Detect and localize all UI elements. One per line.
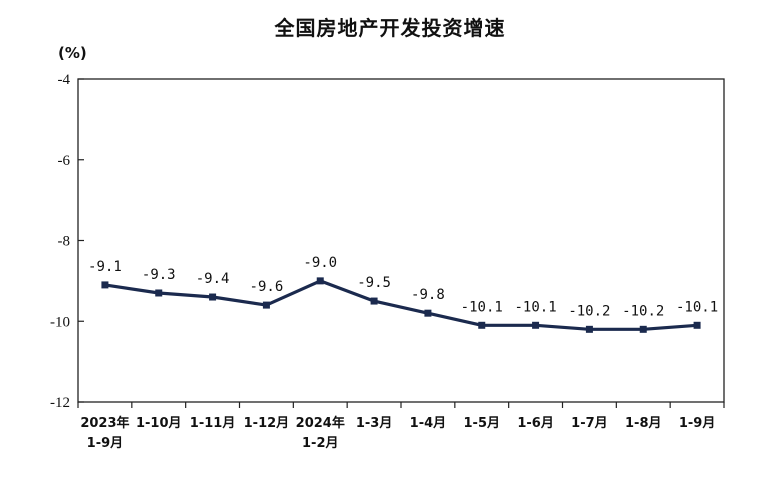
data-label: -9.1 <box>88 259 122 275</box>
x-tick-label: 1-8月 <box>625 416 662 431</box>
x-tick-label: 1-12月 <box>244 416 290 431</box>
data-point <box>316 277 324 285</box>
data-label: -10.1 <box>461 299 503 315</box>
data-point <box>532 321 540 329</box>
y-tick-label: -12 <box>50 395 70 411</box>
x-tick-label: 1-6月 <box>517 416 554 431</box>
x-tick-label: 1-3月 <box>356 416 393 431</box>
data-label: -10.2 <box>622 303 664 319</box>
y-tick-label: -6 <box>58 153 71 169</box>
data-point <box>693 321 701 329</box>
data-point <box>101 281 109 289</box>
data-point <box>262 301 270 309</box>
chart-title: 全国房地产开发投资增速 <box>274 16 506 40</box>
data-point <box>424 309 432 317</box>
y-tick-label: -4 <box>58 72 71 88</box>
y-axis-unit: (%) <box>58 44 87 62</box>
data-label: -10.1 <box>515 299 557 315</box>
x-tick-label: 1-11月 <box>190 416 236 431</box>
plot-area <box>77 78 725 403</box>
y-tick-label: -8 <box>58 234 71 250</box>
data-point <box>155 289 163 297</box>
data-label: -10.1 <box>676 299 718 315</box>
data-point <box>639 325 647 333</box>
x-tick-label: 1-9月 <box>87 436 124 451</box>
x-tick-label: 1-4月 <box>410 416 447 431</box>
x-tick-label: 1-5月 <box>464 416 501 431</box>
data-label: -9.3 <box>142 267 176 283</box>
data-point <box>370 297 378 305</box>
x-tick-label: 1-10月 <box>136 416 182 431</box>
data-label: -9.4 <box>196 271 230 287</box>
x-tick-label: 1-9月 <box>679 416 716 431</box>
data-label: -9.8 <box>411 287 445 303</box>
data-label: -10.2 <box>568 303 610 319</box>
x-tick-label: 2024年 <box>296 415 345 431</box>
data-label: -9.0 <box>303 255 337 271</box>
data-label: -9.5 <box>357 275 391 291</box>
x-tick-label: 1-7月 <box>571 416 608 431</box>
x-tick-label: 2023年 <box>80 415 129 431</box>
y-tick-label: -10 <box>50 314 70 330</box>
data-point <box>585 325 593 333</box>
series-line <box>104 279 698 331</box>
data-label: -9.6 <box>250 279 284 295</box>
x-tick-label: 1-2月 <box>302 436 339 451</box>
data-point <box>209 293 217 301</box>
data-point <box>478 321 486 329</box>
